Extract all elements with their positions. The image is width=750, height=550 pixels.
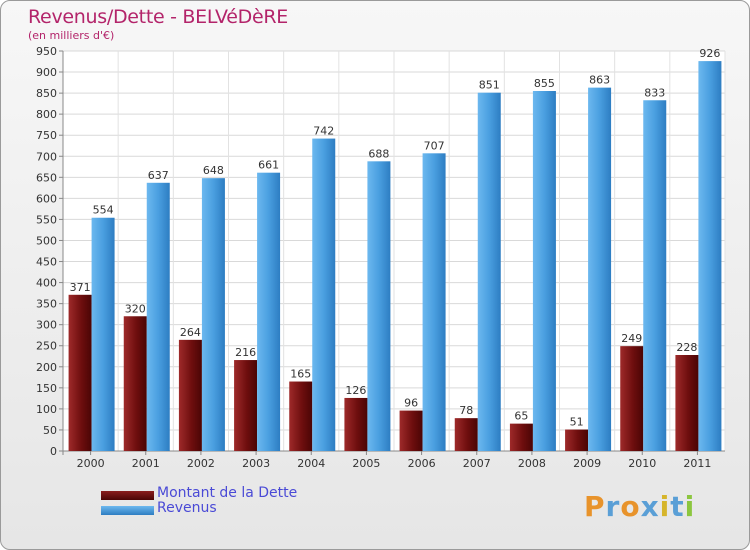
bar-revenus-2007 — [477, 92, 501, 452]
bar-debt-2008 — [509, 423, 533, 451]
data-label-debt-2008: 65 — [514, 410, 528, 423]
bar-revenus-2003 — [257, 172, 281, 451]
logo-letter: x — [640, 490, 660, 523]
bar-debt-2010 — [620, 346, 644, 451]
data-label-debt-2005: 126 — [345, 384, 366, 397]
data-label-revenus-2005: 688 — [368, 147, 389, 160]
x-tick-label-2006: 2006 — [408, 457, 436, 470]
y-tick-label-200: 200 — [36, 361, 57, 374]
legend-label-debt: Montant de la Dette — [157, 485, 298, 501]
y-tick-label-950: 950 — [36, 45, 57, 58]
y-tick-label-550: 550 — [36, 213, 57, 226]
data-label-revenus-2007: 851 — [479, 79, 500, 92]
bar-revenus-2008 — [532, 91, 556, 451]
y-tick-label-250: 250 — [36, 340, 57, 353]
legend-swatch-revenus — [101, 506, 154, 515]
bar-revenus-2011 — [698, 61, 722, 452]
data-label-debt-2001: 320 — [125, 302, 146, 315]
y-tick-label-450: 450 — [36, 256, 57, 269]
legend-swatch-debt — [101, 491, 154, 500]
data-label-revenus-2008: 855 — [534, 77, 555, 90]
bar-revenus-2000 — [91, 217, 115, 451]
bar-revenus-2009 — [588, 87, 612, 451]
proxiti-logo: Proxiti — [584, 490, 695, 523]
x-tick-label-2003: 2003 — [242, 457, 270, 470]
legend-label-revenus: Revenus — [157, 500, 217, 516]
bar-revenus-2010 — [643, 100, 667, 452]
data-label-revenus-2009: 863 — [589, 74, 610, 87]
x-tick-label-2011: 2011 — [683, 457, 711, 470]
bar-revenus-2001 — [146, 182, 170, 451]
logo-letter: i — [659, 490, 671, 523]
y-tick-label-700: 700 — [36, 150, 57, 163]
y-tick-label-50: 50 — [43, 424, 57, 437]
y-tick-label-900: 900 — [36, 66, 57, 79]
bar-debt-2009 — [565, 429, 589, 451]
logo-letter: r — [605, 490, 621, 523]
data-label-debt-2006: 96 — [404, 397, 418, 410]
data-label-debt-2000: 371 — [70, 281, 91, 294]
x-tick-label-2001: 2001 — [132, 457, 160, 470]
logo-letter: i — [684, 490, 696, 523]
y-tick-label-800: 800 — [36, 108, 57, 121]
data-label-debt-2011: 228 — [676, 341, 697, 354]
y-tick-label-850: 850 — [36, 87, 57, 100]
y-tick-label-650: 650 — [36, 171, 57, 184]
bar-debt-2011 — [675, 355, 699, 451]
data-label-debt-2010: 249 — [621, 332, 642, 345]
logo-letter: P — [584, 490, 606, 523]
bar-debt-2000 — [68, 294, 92, 451]
bar-revenus-2005 — [367, 161, 391, 451]
x-tick-label-2007: 2007 — [463, 457, 491, 470]
y-tick-label-350: 350 — [36, 298, 57, 311]
bar-debt-2002 — [178, 339, 202, 451]
x-tick-label-2005: 2005 — [352, 457, 380, 470]
bar-debt-2001 — [123, 316, 147, 451]
data-label-debt-2002: 264 — [180, 326, 201, 339]
y-tick-label-100: 100 — [36, 403, 57, 416]
chart-title: Revenus/Dette - BELVéDèRE — [28, 6, 288, 28]
bar-debt-2005 — [344, 397, 368, 451]
data-label-debt-2009: 51 — [570, 416, 584, 429]
bar-debt-2003 — [234, 360, 258, 451]
y-tick-label-750: 750 — [36, 129, 57, 142]
x-tick-label-2002: 2002 — [187, 457, 215, 470]
data-label-revenus-2000: 554 — [93, 204, 114, 217]
data-label-revenus-2001: 637 — [148, 169, 169, 182]
data-label-revenus-2002: 648 — [203, 164, 224, 177]
bar-revenus-2004 — [312, 138, 336, 451]
y-tick-label-400: 400 — [36, 277, 57, 290]
x-tick-label-2004: 2004 — [297, 457, 325, 470]
data-label-revenus-2004: 742 — [313, 125, 334, 138]
data-label-revenus-2010: 833 — [644, 86, 665, 99]
y-tick-label-0: 0 — [50, 445, 57, 458]
bar-revenus-2006 — [422, 153, 446, 451]
data-label-debt-2007: 78 — [459, 404, 473, 417]
bar-revenus-2002 — [201, 178, 225, 451]
chart-subtitle: (en milliers d'€) — [28, 29, 115, 42]
bar-debt-2006 — [399, 410, 423, 451]
data-label-revenus-2006: 707 — [424, 139, 445, 152]
data-label-revenus-2003: 661 — [258, 159, 279, 172]
x-tick-label-2009: 2009 — [573, 457, 601, 470]
data-label-revenus-2011: 926 — [699, 47, 720, 60]
y-tick-label-300: 300 — [36, 319, 57, 332]
y-tick-label-150: 150 — [36, 382, 57, 395]
x-tick-label-2000: 2000 — [77, 457, 105, 470]
y-tick-label-500: 500 — [36, 234, 57, 247]
logo-letter: o — [620, 490, 641, 523]
data-label-debt-2004: 165 — [290, 368, 311, 381]
bar-debt-2007 — [454, 418, 478, 451]
bar-debt-2004 — [289, 381, 313, 451]
x-tick-label-2010: 2010 — [628, 457, 656, 470]
data-label-debt-2003: 216 — [235, 346, 256, 359]
y-tick-label-600: 600 — [36, 192, 57, 205]
x-tick-label-2008: 2008 — [518, 457, 546, 470]
logo-letter: t — [670, 490, 685, 523]
